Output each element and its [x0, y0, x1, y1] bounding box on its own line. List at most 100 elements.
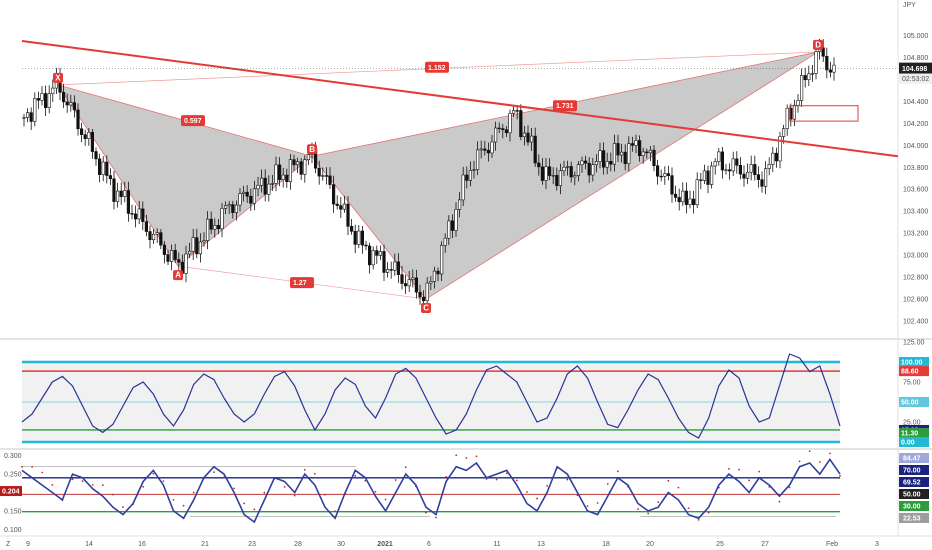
candle-body	[652, 149, 656, 167]
candle-body	[519, 110, 523, 138]
fib-ratio-label: 1.731	[556, 103, 574, 110]
candle-body	[717, 151, 721, 162]
candle-body	[627, 143, 631, 164]
fib-ratio-label: 0.597	[184, 118, 202, 125]
candle-body	[778, 136, 782, 162]
pattern-point-badge	[53, 72, 63, 83]
candle-body	[551, 175, 555, 177]
candle-body	[515, 110, 519, 112]
candle-body	[738, 164, 742, 175]
osc2-dot	[445, 475, 448, 478]
candle-body	[727, 169, 732, 172]
time-tick-label: 18	[602, 541, 610, 548]
time-axis[interactable]: 9 14 16 21 23 28 30 2021 6 11 13 18 20 25 27 Feb 3	[26, 541, 879, 548]
fib-ratio-badge	[290, 277, 314, 289]
candle-body	[87, 131, 91, 139]
candle-body	[439, 245, 444, 275]
candle-body	[202, 240, 206, 243]
time-tick-label: 28	[294, 541, 302, 548]
candle-body	[468, 169, 473, 181]
osc2-dot	[293, 494, 296, 497]
candle-body	[177, 259, 181, 263]
osc1-level-badge	[899, 357, 929, 367]
osc1-tick-label: 75.00	[903, 380, 921, 387]
pattern-point-label: D	[815, 40, 821, 49]
osc2-dot	[364, 479, 367, 482]
price-tick-label: 104.800	[903, 55, 928, 62]
osc2-dot	[21, 465, 23, 468]
time-tick-label: 11	[493, 541, 500, 548]
candle-body	[756, 174, 760, 180]
candle-body	[295, 161, 300, 166]
osc2-dot	[31, 465, 33, 468]
candle-body	[616, 143, 620, 156]
time-tick-label: 30	[337, 541, 345, 548]
candle-body	[407, 279, 411, 287]
candle-body	[493, 127, 498, 143]
osc1-level-badge	[899, 366, 929, 377]
candle-body	[461, 174, 465, 201]
candle-body	[400, 274, 404, 284]
candle-body	[191, 237, 195, 252]
candle-body	[33, 98, 37, 122]
candle-body	[479, 148, 483, 151]
fib-ratio-badge	[553, 100, 577, 112]
candle-body	[47, 93, 51, 108]
candle-body	[141, 208, 145, 222]
candle-body	[159, 232, 163, 246]
candle-body	[465, 174, 469, 181]
candle-body	[609, 161, 613, 165]
candle-body	[188, 251, 192, 255]
candle-body	[558, 170, 562, 186]
price-tick-label: 102.800	[903, 275, 928, 282]
pattern-point-label: X	[55, 73, 61, 82]
osc1-level-value: 0.00	[901, 440, 915, 447]
osc2-dot	[324, 493, 326, 496]
candle-body	[36, 98, 40, 101]
candle-body	[25, 112, 30, 118]
candle-body	[497, 127, 501, 130]
osc2-dot	[41, 471, 44, 474]
candle-body	[612, 143, 616, 165]
osc1-level-value: 100.00	[901, 360, 923, 367]
candle-body	[270, 183, 275, 185]
candle-body	[101, 161, 105, 175]
candle-body	[580, 160, 584, 165]
candle-body	[522, 132, 526, 138]
oscillator-pane-1[interactable]: 125.0075.0025.000.00100.0088.6050.0015.0…	[21, 340, 929, 448]
time-tick-label: 13	[537, 541, 545, 548]
candle-body	[40, 93, 44, 101]
candle-body	[277, 164, 282, 180]
candle-body	[688, 198, 692, 205]
candle-body	[51, 87, 55, 94]
target-zone-box	[789, 105, 859, 122]
pattern-point-badge	[307, 144, 317, 155]
candle-body	[274, 164, 278, 184]
candle-body	[137, 208, 141, 220]
osc2-dot	[152, 472, 155, 475]
candle-body	[382, 251, 386, 273]
candle-body	[547, 166, 552, 176]
candle-body	[709, 165, 714, 185]
candle-body	[684, 190, 688, 205]
candle-body	[663, 173, 667, 177]
candle-body	[601, 150, 606, 168]
price-pane[interactable]: 105.000104.800104.600104.400104.200104.0…	[21, 33, 932, 326]
candle-body	[126, 190, 130, 214]
candle-body	[832, 64, 836, 73]
candle-body	[454, 209, 458, 231]
price-tick-label: 104.000	[903, 143, 928, 150]
candle-body	[375, 250, 379, 256]
candle-body	[735, 158, 739, 166]
candle-body	[443, 237, 447, 246]
candle-body	[335, 203, 339, 206]
candle-body	[396, 261, 401, 275]
candle-body	[116, 190, 120, 202]
osc2-dot	[748, 479, 751, 482]
osc2-dot	[233, 487, 235, 490]
candle-body	[803, 75, 807, 81]
candle-body	[501, 128, 505, 131]
osc1-tick-label: 25.00	[903, 420, 921, 427]
osc2-dot	[283, 485, 286, 488]
oscillator-pane-2[interactable]: 0.3000.2500.2000.1500.1000.20484.4770.00…	[0, 450, 929, 534]
